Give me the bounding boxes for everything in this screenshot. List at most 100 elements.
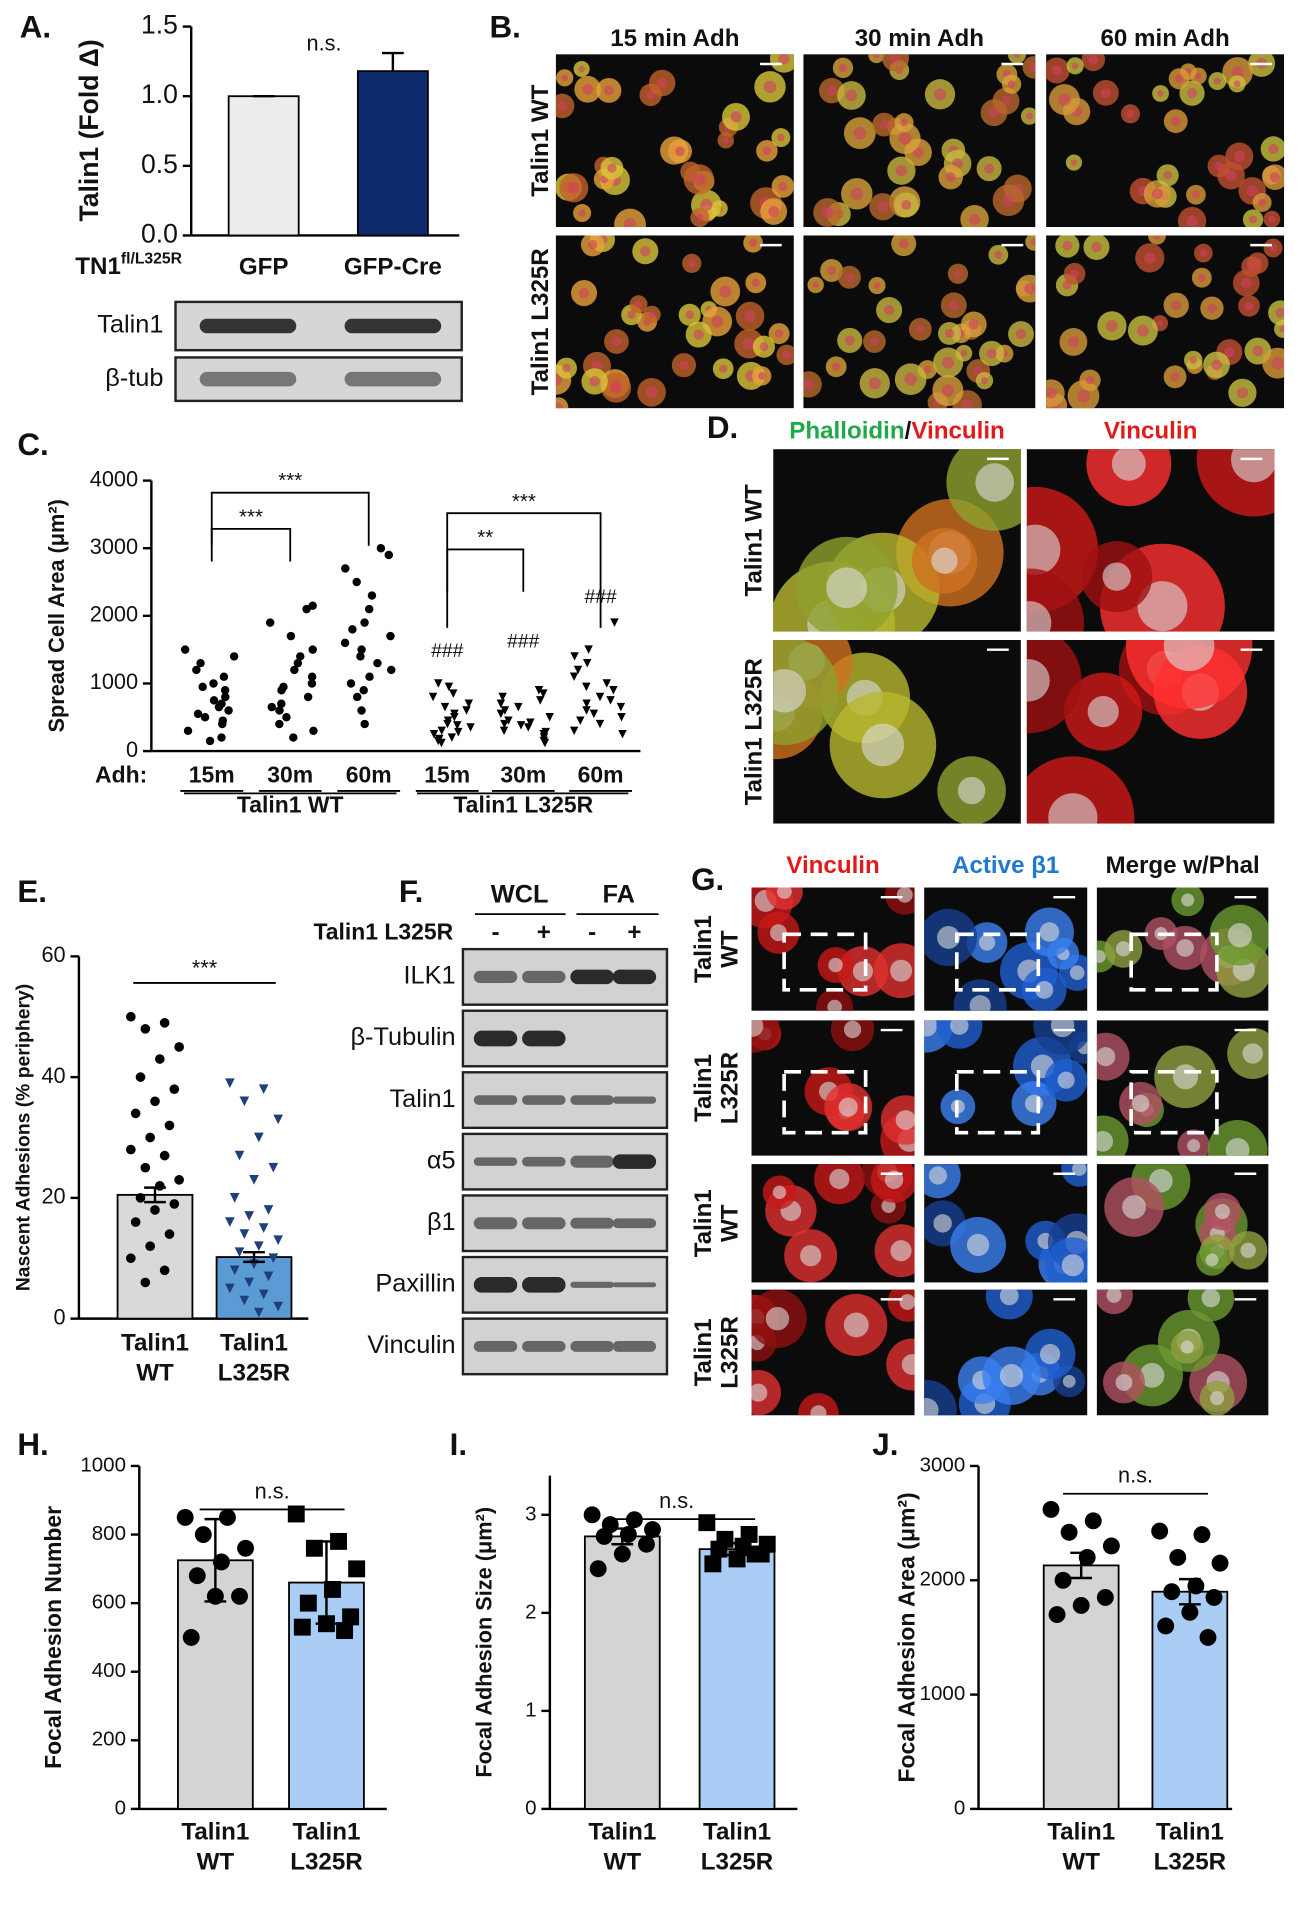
- data-point: [275, 706, 284, 715]
- nucleus: [986, 348, 997, 359]
- nucleus: [561, 74, 569, 82]
- nucleus: [877, 201, 889, 213]
- data-point: [140, 1162, 151, 1173]
- data-point: [126, 1144, 136, 1155]
- blot-band: [522, 1340, 566, 1352]
- nucleus: [869, 337, 879, 347]
- nucleus: [1061, 1254, 1084, 1277]
- nucleus: [1205, 1253, 1219, 1267]
- data-point: [1060, 1523, 1078, 1541]
- y-axis-label: Focal Adhesion Area (μm²): [894, 1492, 920, 1782]
- nucleus: [901, 1354, 915, 1375]
- data-point: [447, 733, 457, 742]
- data-point: [619, 1525, 637, 1543]
- x-tick-label: L325R: [290, 1849, 362, 1876]
- nucleus: [957, 776, 986, 805]
- data-point: [504, 716, 513, 725]
- micrograph-content: [751, 887, 915, 1011]
- nucleus: [1015, 328, 1027, 340]
- panel-letter: B.: [489, 9, 520, 44]
- nucleus: [812, 281, 819, 289]
- nucleus: [1048, 793, 1098, 824]
- header-segment: Active β1: [952, 852, 1059, 879]
- data-point: [536, 696, 545, 705]
- nucleus: [966, 1233, 990, 1257]
- micrograph-content: [924, 1020, 1088, 1127]
- blot-label: β-Tubulin: [350, 1023, 455, 1051]
- data-point: [192, 665, 201, 675]
- y-tick-label: 0.5: [141, 149, 178, 179]
- blot-band: [522, 1095, 566, 1105]
- nucleus: [692, 173, 705, 186]
- nucleus: [827, 265, 837, 276]
- micrograph-content: [803, 235, 1036, 409]
- annotation: n.s.: [255, 1478, 290, 1503]
- data-point: [268, 1162, 279, 1173]
- error-bar: [611, 1527, 634, 1546]
- nucleus: [950, 1020, 969, 1035]
- nucleus: [1173, 1064, 1199, 1090]
- blot-band: [199, 371, 297, 387]
- blot-band: [344, 318, 442, 334]
- x-prefix: Adh:: [95, 762, 147, 788]
- nucleus: [1225, 170, 1237, 182]
- data-point: [239, 1295, 250, 1306]
- nucleus: [1242, 1043, 1263, 1064]
- data-point: [462, 706, 471, 715]
- nucleus: [999, 1364, 1024, 1388]
- data-point: [582, 699, 591, 708]
- data-point: [218, 1508, 236, 1526]
- data-point: [540, 738, 550, 748]
- nucleus: [826, 567, 868, 609]
- nucleus: [582, 83, 594, 95]
- header-segment: 15 min Adh: [610, 25, 739, 52]
- nucleus: [838, 1097, 858, 1117]
- nucleus: [555, 403, 563, 409]
- panel-letter: H.: [17, 1427, 48, 1462]
- x-tick-label: 60m: [346, 762, 392, 788]
- nucleus: [984, 163, 995, 174]
- data-point: [221, 692, 230, 702]
- nucleus: [1151, 188, 1163, 200]
- data-point: [589, 1560, 607, 1578]
- blot-band: [199, 318, 297, 334]
- error-bar: [1070, 1551, 1093, 1580]
- data-point: [584, 645, 593, 654]
- blot-label: α5: [427, 1146, 456, 1174]
- nucleus: [942, 356, 955, 369]
- data-point: [357, 645, 366, 654]
- data-point: [1187, 1577, 1205, 1595]
- nucleus: [693, 329, 704, 340]
- nucleus: [1046, 387, 1057, 399]
- nucleus: [782, 350, 791, 359]
- data-point: [500, 706, 510, 715]
- y-tick-label: 200: [92, 1728, 126, 1751]
- nucleus: [1187, 88, 1198, 99]
- nucleus: [730, 111, 742, 123]
- nucleus: [800, 1245, 822, 1267]
- nucleus: [928, 1166, 948, 1185]
- data-point: [219, 672, 229, 681]
- data-point: [296, 652, 305, 661]
- micrograph-content: [773, 449, 1021, 632]
- blot-band: [473, 970, 518, 983]
- significance-label: ***: [512, 490, 536, 513]
- data-point: [576, 716, 585, 725]
- nucleus: [1067, 336, 1079, 348]
- data-point: [1151, 1522, 1169, 1540]
- data-point: [196, 658, 205, 668]
- data-point: [258, 1223, 269, 1233]
- y-tick-label: 0: [525, 1796, 536, 1819]
- data-point: [1102, 1537, 1120, 1555]
- nucleus: [1231, 66, 1244, 79]
- y-tick-label: 1: [525, 1698, 536, 1721]
- micrograph-content: [1026, 449, 1275, 632]
- data-point: [273, 1301, 283, 1312]
- x-tick-label: 15m: [424, 762, 470, 788]
- data-point: [1072, 1596, 1090, 1614]
- nucleus: [873, 54, 880, 59]
- nucleus: [679, 360, 689, 371]
- nucleus: [1176, 939, 1194, 957]
- bar: [698, 1548, 776, 1810]
- error-bar: [382, 51, 404, 72]
